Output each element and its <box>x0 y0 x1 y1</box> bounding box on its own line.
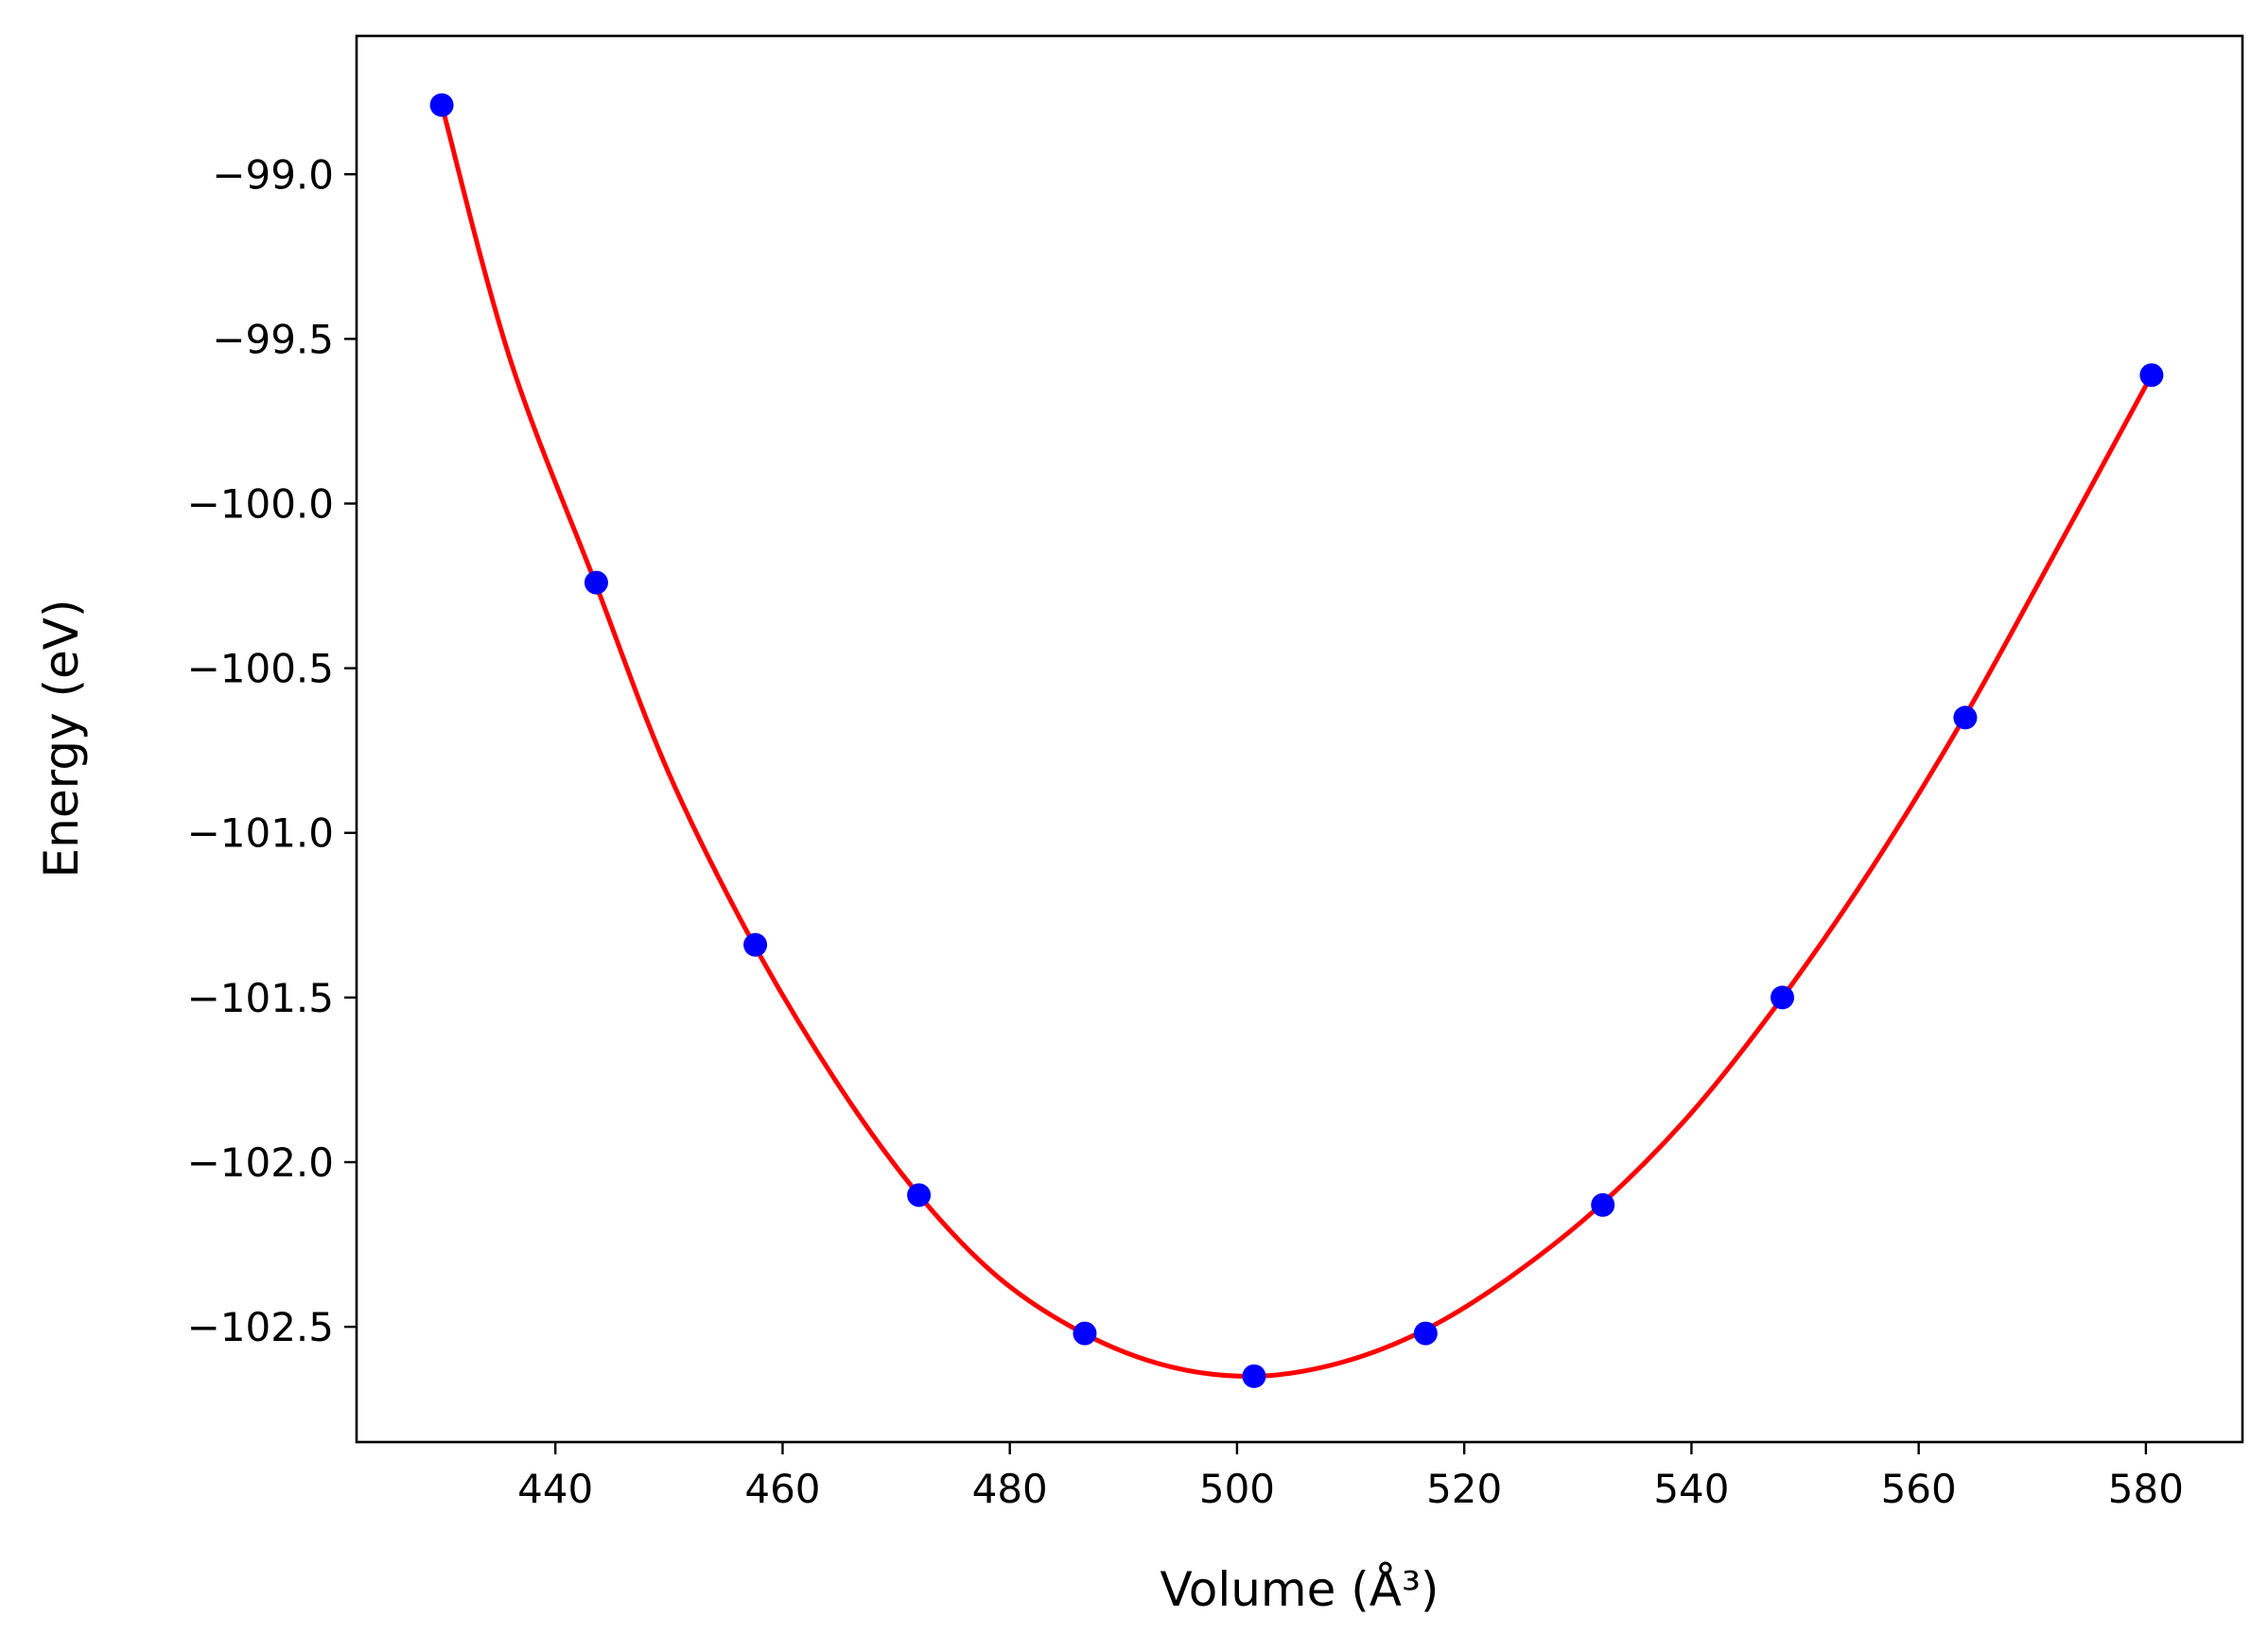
x-tick-label: 460 <box>744 1466 820 1512</box>
y-tick-label: −99.5 <box>212 316 334 362</box>
plot-area-frame <box>355 34 2244 1444</box>
y-tick-label: −100.5 <box>187 646 334 692</box>
data-point <box>1242 1364 1266 1388</box>
y-tick-label: −101.0 <box>187 810 334 857</box>
y-tick-label: −99.0 <box>212 151 334 198</box>
x-tick-label: 440 <box>517 1466 593 1512</box>
x-tick-label: 520 <box>1426 1466 1502 1512</box>
data-point <box>584 570 608 595</box>
x-tick-label: 540 <box>1653 1466 1729 1512</box>
y-tick-label: −101.5 <box>187 975 334 1021</box>
x-tick-label: 500 <box>1199 1466 1275 1512</box>
y-axis-label: Energy (eV) <box>34 600 89 878</box>
y-tick-label: −102.5 <box>187 1304 334 1350</box>
y-axis-ticks: −99.0 −99.5 −100.0 −100.5 −101.0 −101.5 −102.0… <box>187 151 357 1350</box>
x-axis-label: Volume (Å³) <box>1160 1562 1439 1617</box>
x-tick-label: 560 <box>1881 1466 1957 1512</box>
data-point <box>1073 1321 1097 1346</box>
fit-curve-line <box>439 102 2155 1379</box>
x-tick-label: 480 <box>972 1466 1048 1512</box>
y-tick-label: −102.0 <box>187 1139 334 1186</box>
series-layer <box>429 93 2164 1388</box>
data-point <box>429 93 454 117</box>
x-axis-ticks: 440 460 480 500 520 540 560 580 <box>517 1442 2184 1512</box>
data-point <box>1953 705 1978 730</box>
data-point <box>1591 1192 1615 1217</box>
data-point <box>907 1183 932 1208</box>
y-tick-label: −100.0 <box>187 481 334 528</box>
data-point <box>2139 363 2164 388</box>
x-tick-label: 580 <box>2108 1466 2184 1512</box>
data-point <box>1771 985 1795 1010</box>
data-point <box>743 932 768 957</box>
data-point <box>1413 1321 1438 1346</box>
